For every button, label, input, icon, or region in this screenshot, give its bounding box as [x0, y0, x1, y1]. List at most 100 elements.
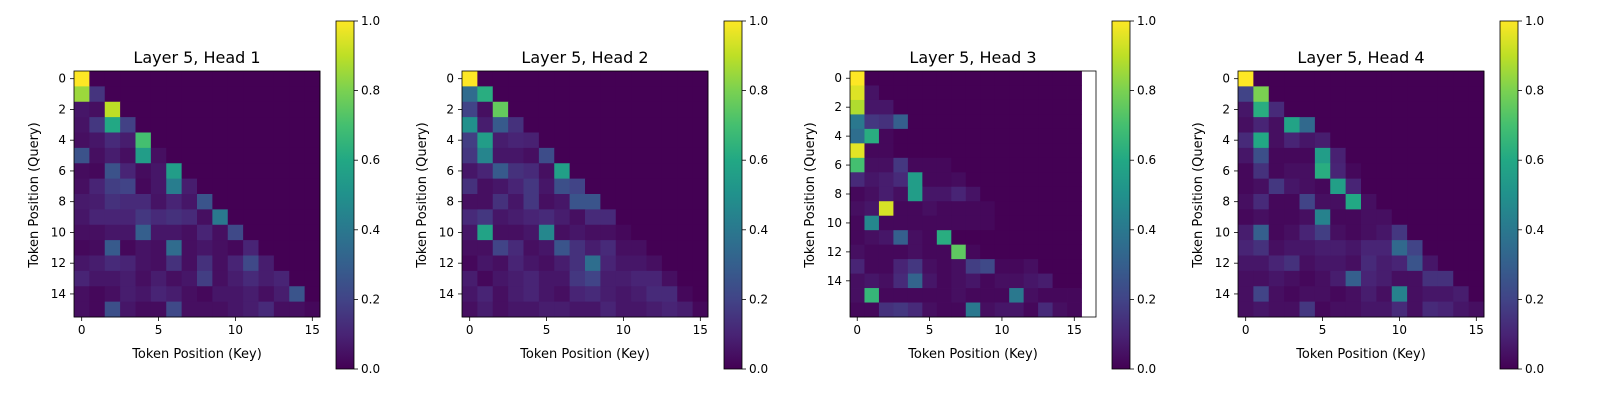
heatmap-cell	[1023, 230, 1039, 246]
heatmap-cell	[508, 301, 524, 318]
heatmap-cell	[1453, 86, 1470, 103]
heatmap-cell	[1345, 132, 1362, 149]
heatmap-cell	[523, 270, 540, 287]
heatmap-cell	[289, 240, 306, 256]
x-tick-label: 10	[616, 323, 631, 337]
heatmap-cell	[878, 215, 894, 231]
heatmap-cell	[922, 143, 938, 159]
heatmap-cell	[692, 163, 709, 180]
heatmap-cell	[1437, 301, 1454, 318]
heatmap-cell	[477, 86, 494, 103]
heatmap-cell	[508, 224, 524, 241]
heatmap-cell	[922, 302, 938, 318]
colorbar-tick-label: 0.4	[749, 223, 768, 237]
heatmap-cell	[677, 178, 694, 195]
heatmap-cell	[1361, 270, 1377, 287]
heatmap-cell	[181, 194, 198, 210]
heatmap-cell	[492, 286, 509, 303]
heatmap-cell	[1345, 178, 1362, 195]
heatmap-cell	[1453, 255, 1470, 272]
heatmap-cell	[1453, 301, 1470, 318]
y-tick-label: 14	[827, 274, 842, 288]
y-tick-label: 10	[1215, 225, 1230, 239]
heatmap-cell	[994, 157, 1010, 173]
heatmap-cell	[150, 224, 167, 241]
heatmap-cell	[181, 255, 198, 272]
heatmap-cell	[104, 71, 121, 87]
heatmap-cell	[1345, 86, 1362, 103]
heatmap-cell	[1330, 209, 1347, 226]
heatmap-cell	[922, 215, 938, 231]
y-tick-label: 6	[1222, 164, 1230, 178]
y-tick-label: 4	[1222, 133, 1230, 147]
heatmap-cell	[631, 178, 647, 195]
heatmap-cell	[197, 147, 213, 164]
heatmap-cell	[922, 201, 938, 217]
heatmap-cell	[1253, 117, 1270, 133]
heatmap-cell	[646, 270, 663, 287]
heatmap-cell	[951, 128, 967, 144]
heatmap-cell	[1299, 132, 1316, 149]
heatmap-cell	[1453, 240, 1470, 256]
heatmap-cell	[922, 186, 938, 202]
heatmap-cell	[1038, 186, 1053, 202]
heatmap-cell	[661, 209, 678, 226]
heatmap-cell	[661, 240, 678, 256]
heatmap-cell	[646, 209, 663, 226]
y-tick-label: 8	[446, 195, 454, 209]
heatmap-cell	[631, 224, 647, 241]
heatmap-cell	[135, 286, 152, 303]
heatmap-cell	[994, 71, 1010, 86]
heatmap-cell	[181, 117, 198, 133]
heatmap-cell	[615, 71, 632, 87]
heatmap-cell	[585, 194, 601, 210]
heatmap-cell	[212, 117, 229, 133]
heatmap-cell	[523, 147, 540, 164]
heatmap-cell	[1023, 302, 1039, 318]
heatmap-cell	[951, 302, 967, 318]
heatmap-cell	[304, 255, 321, 272]
heatmap-cell	[538, 117, 555, 133]
heatmap-cell	[1268, 86, 1285, 103]
heatmap-cell	[477, 224, 494, 241]
heatmap-cell	[936, 128, 952, 144]
heatmap-cell	[569, 194, 586, 210]
heatmap-cell	[1038, 99, 1053, 115]
heatmap-cell	[951, 172, 967, 188]
heatmap-cell	[538, 132, 555, 149]
heatmap-cell	[1468, 71, 1485, 87]
heatmap-cell	[258, 86, 275, 103]
x-axis-label: Token Position (Key)	[907, 347, 1038, 362]
heatmap-cell	[197, 132, 213, 149]
colorbar-tick-label: 0.2	[749, 292, 768, 306]
heatmap-cell	[1422, 86, 1439, 103]
heatmap-cell	[1407, 240, 1423, 256]
heatmap-cell	[661, 301, 678, 318]
heatmap-cell	[1299, 147, 1316, 164]
heatmap-cell	[965, 172, 981, 188]
heatmap-cell	[1391, 117, 1408, 133]
heatmap-cell	[150, 255, 167, 272]
y-tick-label: 0	[1222, 72, 1230, 86]
heatmap-cell	[227, 71, 244, 87]
heatmap-cell	[212, 240, 229, 256]
heatmap-cell	[1038, 172, 1053, 188]
heatmap-cell	[1330, 178, 1347, 195]
heatmap-cell	[135, 270, 152, 287]
heatmap-cell	[554, 101, 571, 118]
heatmap-cell	[273, 286, 290, 303]
x-tick-label: 15	[305, 323, 320, 337]
heatmap-cell	[477, 286, 494, 303]
heatmap-cell	[980, 302, 996, 318]
heatmap-cell	[661, 270, 678, 287]
heatmap-cell	[1268, 240, 1285, 256]
heatmap-cell	[554, 86, 571, 103]
heatmap-cell	[585, 286, 601, 303]
heatmap-cell	[227, 86, 244, 103]
heatmap-cell	[166, 224, 183, 241]
heatmap-cell	[1284, 101, 1300, 118]
heatmap-cell	[1023, 244, 1039, 260]
x-tick-label: 10	[228, 323, 243, 337]
heatmap-cell	[951, 215, 967, 231]
heatmap-cell	[120, 194, 136, 210]
